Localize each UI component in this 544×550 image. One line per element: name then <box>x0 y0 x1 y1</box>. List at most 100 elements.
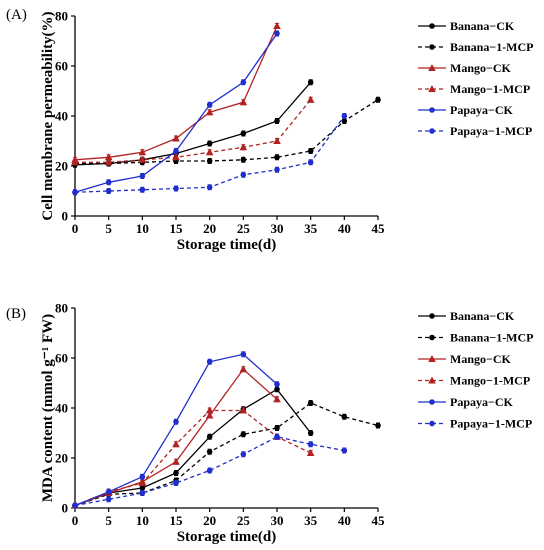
data-point <box>206 101 213 108</box>
x-tick-label: 30 <box>271 221 284 236</box>
legend-label: Mango−CK <box>450 352 512 366</box>
data-point <box>307 400 314 406</box>
x-axis-title: Storage time(d) <box>177 529 277 545</box>
data-point <box>341 113 348 119</box>
data-point <box>274 386 280 393</box>
data-point <box>341 118 348 124</box>
data-point <box>240 351 247 358</box>
data-point <box>307 430 314 436</box>
x-tick-label: 15 <box>170 221 184 236</box>
legend-marker <box>429 399 435 405</box>
data-point <box>72 189 78 196</box>
y-axis-title: MDA content (mmol g⁻¹ FW) <box>40 314 56 502</box>
y-tick-label: 80 <box>55 301 68 316</box>
data-point <box>206 158 213 164</box>
data-point <box>173 470 179 476</box>
x-tick-label: 25 <box>237 221 251 236</box>
data-point <box>139 473 146 480</box>
legend-entry: Mango−CK <box>418 61 512 75</box>
data-point <box>306 449 315 456</box>
x-tick-label: 45 <box>372 513 386 528</box>
x-tick-label: 10 <box>136 221 149 236</box>
x-tick-label: 0 <box>72 221 79 236</box>
legend-label: Banana−1-MCP <box>450 331 534 345</box>
legend-entry: Banana−1-MCP <box>418 40 534 54</box>
data-point <box>206 448 213 455</box>
data-point <box>274 118 280 124</box>
data-point <box>105 179 112 186</box>
data-point <box>307 79 314 86</box>
data-point <box>139 490 146 496</box>
data-point <box>341 447 348 454</box>
x-tick-label: 45 <box>372 221 386 236</box>
x-tick-label: 25 <box>237 513 251 528</box>
legend-label: Papaya−CK <box>450 103 514 117</box>
data-point <box>273 395 281 403</box>
data-point <box>239 143 248 151</box>
data-point <box>240 451 247 458</box>
legend-label: Banana−CK <box>450 309 515 323</box>
data-point <box>240 156 247 163</box>
legend-label: Papaya−1-MCP <box>450 124 532 138</box>
data-point <box>104 158 113 166</box>
x-tick-label: 5 <box>105 221 112 236</box>
series-line <box>75 99 379 165</box>
legend-marker <box>429 334 435 341</box>
y-tick-label: 40 <box>55 401 68 416</box>
data-point <box>172 134 180 142</box>
data-point <box>274 154 280 161</box>
legend-label: Papaya−1-MCP <box>450 417 532 431</box>
legend-entry: Mango−CK <box>418 352 512 366</box>
data-point <box>307 148 314 154</box>
data-point <box>206 358 213 365</box>
legend-label: Mango−CK <box>450 61 512 75</box>
data-point <box>206 467 213 474</box>
series-line <box>74 388 312 507</box>
panel-a: (A) 0 5 10 15 20 25 30 35 40 45 0 20 40 60 80 Storage ti… <box>6 7 534 253</box>
legend-marker <box>428 355 436 362</box>
y-tick-label: 60 <box>55 351 68 366</box>
data-point <box>274 425 280 431</box>
y-tick-label: 20 <box>55 451 68 466</box>
data-point <box>274 433 280 440</box>
data-point <box>205 411 214 419</box>
panel-b: (B) 0 5 10 15 20 25 30 35 40 45 0 20 40 60 80 Storage ti… <box>6 301 534 546</box>
y-axis-title: Cell membrane permeability(%) <box>40 11 56 220</box>
legend-entry: Mango−1-MCP <box>418 82 530 96</box>
data-point <box>72 502 78 509</box>
x-tick-label: 35 <box>304 221 318 236</box>
data-point <box>307 159 314 166</box>
data-point <box>105 496 112 503</box>
data-point <box>205 406 214 414</box>
data-point <box>206 433 213 440</box>
y-tick-label: 20 <box>55 159 68 174</box>
legend-entry: Papaya−CK <box>418 395 514 409</box>
data-point <box>138 479 147 486</box>
data-point <box>375 422 381 429</box>
data-point <box>173 480 179 486</box>
data-point <box>375 96 381 103</box>
x-tick-label: 20 <box>203 221 216 236</box>
y-tick-label: 60 <box>55 59 68 74</box>
x-tick-label: 35 <box>304 513 318 528</box>
legend-entry: Papaya−1-MCP <box>418 124 532 138</box>
data-point <box>205 148 214 156</box>
legend-marker <box>429 23 435 29</box>
series-2 <box>71 22 281 163</box>
data-point <box>273 137 281 144</box>
legend-marker <box>429 107 435 113</box>
data-point <box>139 485 146 491</box>
data-point <box>240 431 247 438</box>
y-tick-label: 40 <box>55 109 68 124</box>
panel-label: (B) <box>6 306 26 322</box>
legend-marker <box>428 85 436 92</box>
data-point <box>172 457 180 465</box>
series-line <box>74 436 345 507</box>
x-tick-label: 40 <box>338 513 351 528</box>
series-5 <box>72 113 348 196</box>
y-tick-label: 80 <box>55 9 68 24</box>
series-2 <box>71 365 281 509</box>
legend-entry: Mango−1-MCP <box>418 374 530 388</box>
legend-label: Papaya−CK <box>450 395 514 409</box>
data-point <box>273 22 281 29</box>
